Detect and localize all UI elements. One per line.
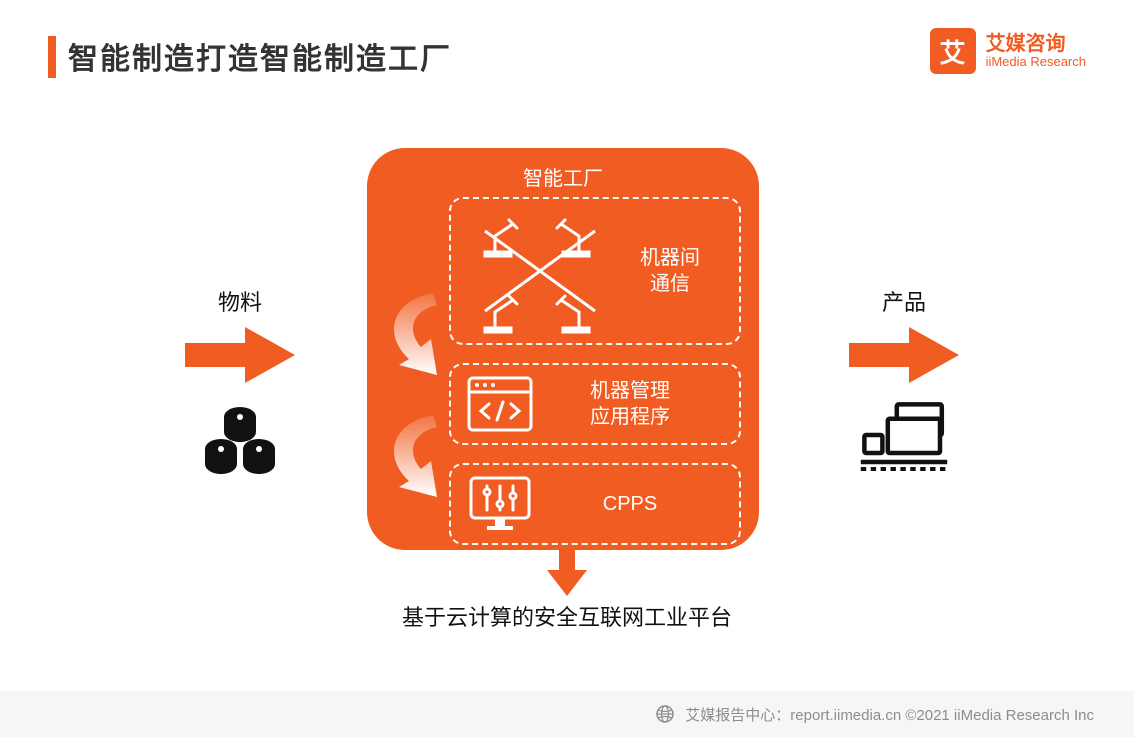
robots-icon [465,206,615,336]
layer-cpps: CPPS [449,463,741,545]
platform-caption: 基于云计算的安全互联网工业平台 [0,600,1134,632]
flow-arrow-icon [377,289,455,379]
layer-label-1: 机器间通信 [615,245,725,297]
globe-icon [655,704,675,724]
footer: 艾媒报告中心：report.iimedia.cn ©2021 iiMedia R… [0,691,1134,737]
layer-label-3: CPPS [535,491,725,517]
header: 智能制造打造智能制造工厂 艾 艾媒咨询 iiMedia Research [0,0,1134,100]
brand-block: 艾 艾媒咨询 iiMedia Research [930,28,1086,74]
smart-factory-box: 智能工厂 机器间通信 [367,148,759,550]
output-arrow-icon [849,325,959,385]
factory-title: 智能工厂 [385,162,741,191]
code-window-icon [465,374,535,434]
down-arrow-icon [547,546,587,596]
output-column: 产品 [824,285,984,479]
input-label: 物料 [218,285,262,317]
product-icon [859,399,949,479]
page-title: 智能制造打造智能制造工厂 [68,34,452,78]
input-arrow-icon [185,325,295,385]
brand-logo-icon: 艾 [930,28,976,74]
layer-machine-comm: 机器间通信 [449,197,741,345]
brand-text: 艾媒咨询 iiMedia Research [986,34,1086,69]
brand-name-en: iiMedia Research [986,55,1086,69]
input-column: 物料 [160,285,320,479]
layer-machine-mgmt: 机器管理应用程序 [449,363,741,445]
sliders-monitor-icon [465,474,535,534]
footer-text: 艾媒报告中心：report.iimedia.cn ©2021 iiMedia R… [685,704,1094,725]
brand-name-cn: 艾媒咨询 [986,34,1086,55]
flow-arrow-icon [377,411,455,501]
layer-label-2: 机器管理应用程序 [535,378,725,430]
materials-icon [195,399,285,479]
output-label: 产品 [882,285,926,317]
title-accent-bar [48,36,56,78]
diagram-stage: 物料 智能工厂 [0,100,1134,640]
